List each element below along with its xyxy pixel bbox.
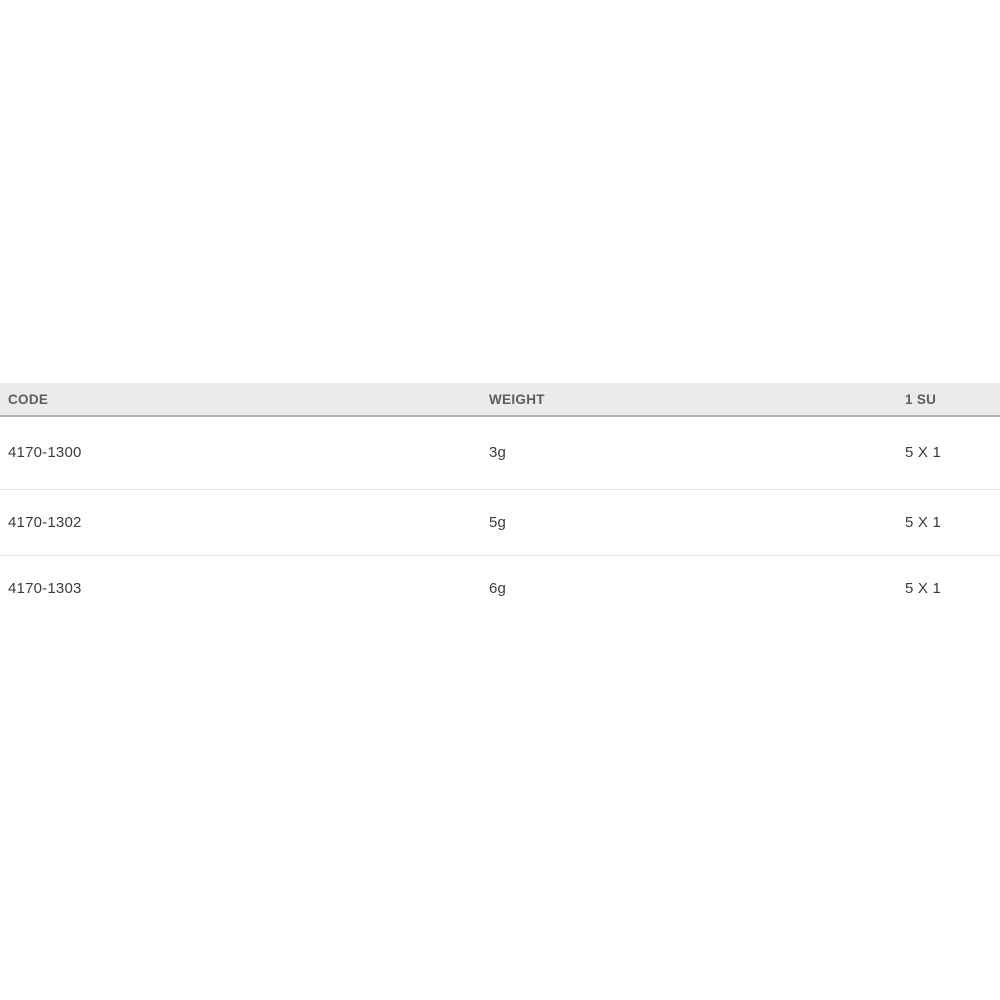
cell-weight: 3g <box>489 444 507 462</box>
column-header-su: 1 SU <box>905 383 1000 417</box>
cell-su: 5 X 1 <box>905 579 942 597</box>
table-row: 4170-1303 6g 5 X 1 <box>0 555 1000 621</box>
table-body: 4170-1300 3g 5 X 1 4170-1302 5g 5 X 1 41… <box>0 416 1000 621</box>
cell-su: 5 X 1 <box>905 444 942 462</box>
table-header: CODE WEIGHT 1 SU <box>0 383 1000 417</box>
table-header-row: CODE WEIGHT 1 SU <box>0 383 1000 417</box>
cell-weight: 6g <box>489 579 507 597</box>
cell-su: 5 X 1 <box>905 513 942 531</box>
cell-code: 4170-1302 <box>8 513 82 531</box>
column-header-code: CODE <box>0 383 489 417</box>
table-row: 4170-1300 3g 5 X 1 <box>0 416 1000 489</box>
cell-code: 4170-1303 <box>8 579 82 597</box>
table-row: 4170-1302 5g 5 X 1 <box>0 489 1000 555</box>
column-header-weight: WEIGHT <box>489 383 905 417</box>
cell-weight: 5g <box>489 513 507 531</box>
cell-code: 4170-1300 <box>8 444 82 462</box>
product-spec-table: CODE WEIGHT 1 SU 4170-1300 3g 5 X 1 4170… <box>0 383 1000 621</box>
